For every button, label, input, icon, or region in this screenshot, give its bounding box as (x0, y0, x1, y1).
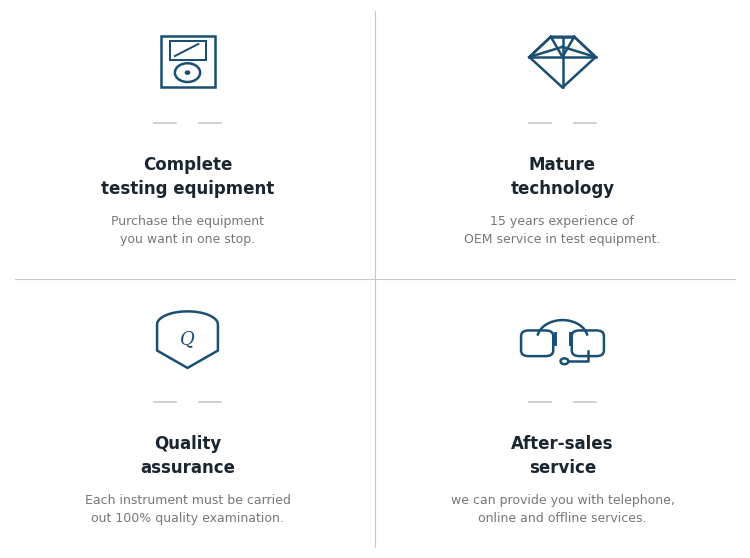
Text: After-sales
service: After-sales service (512, 435, 614, 477)
Text: Quality
assurance: Quality assurance (140, 435, 235, 477)
Text: Each instrument must be carried
out 100% quality examination.: Each instrument must be carried out 100%… (85, 494, 290, 525)
Text: Purchase the equipment
you want in one stop.: Purchase the equipment you want in one s… (111, 215, 264, 246)
Bar (170, 41, 206, 60)
Circle shape (185, 71, 190, 74)
Bar (160, 36, 214, 87)
Text: Q: Q (180, 330, 195, 348)
Text: we can provide you with telephone,
online and offline services.: we can provide you with telephone, onlin… (451, 494, 674, 525)
Text: Complete
testing equipment: Complete testing equipment (100, 156, 274, 198)
Text: 15 years experience of
OEM service in test equipment.: 15 years experience of OEM service in te… (464, 215, 661, 246)
Text: Mature
technology: Mature technology (511, 156, 614, 198)
